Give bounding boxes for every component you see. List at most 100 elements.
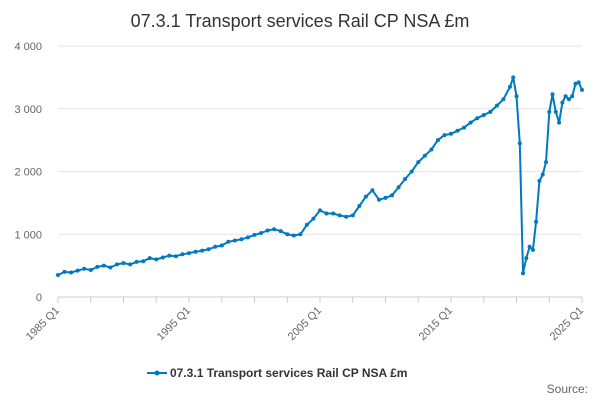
data-point[interactable] <box>449 131 453 136</box>
data-point[interactable] <box>82 266 87 271</box>
y-tick-label: 0 <box>36 292 42 304</box>
data-point[interactable] <box>141 259 146 264</box>
data-point[interactable] <box>501 97 506 102</box>
data-point[interactable] <box>324 211 329 216</box>
data-point[interactable] <box>573 81 578 86</box>
source-label[interactable]: Source: <box>547 382 588 396</box>
data-point[interactable] <box>115 262 119 267</box>
data-point[interactable] <box>563 94 568 99</box>
data-point[interactable] <box>370 188 375 193</box>
data-point[interactable] <box>462 125 467 130</box>
data-point[interactable] <box>534 219 539 224</box>
data-point[interactable] <box>403 177 408 181</box>
data-point[interactable] <box>547 109 552 114</box>
data-point[interactable] <box>213 244 218 249</box>
series-group <box>56 75 584 277</box>
data-point[interactable] <box>304 222 309 227</box>
data-point[interactable] <box>530 247 535 252</box>
data-point[interactable] <box>121 261 126 266</box>
data-point[interactable] <box>422 153 427 158</box>
data-point[interactable] <box>272 227 277 232</box>
data-point[interactable] <box>259 231 264 235</box>
data-point[interactable] <box>566 97 571 102</box>
data-point[interactable] <box>298 232 303 237</box>
data-point[interactable] <box>468 120 473 125</box>
data-point[interactable] <box>291 233 296 238</box>
data-point[interactable] <box>62 269 67 274</box>
y-tick-label: 2 000 <box>14 167 42 179</box>
y-tick-label: 3 000 <box>14 104 42 116</box>
data-point[interactable] <box>494 103 499 108</box>
data-point[interactable] <box>553 109 558 114</box>
data-point[interactable] <box>331 211 336 216</box>
data-point[interactable] <box>390 193 394 198</box>
data-point[interactable] <box>488 109 493 114</box>
data-point[interactable] <box>508 84 512 89</box>
data-point[interactable] <box>147 256 152 261</box>
data-point[interactable] <box>128 262 133 267</box>
data-point[interactable] <box>511 75 516 80</box>
data-point[interactable] <box>187 251 191 256</box>
data-point[interactable] <box>193 249 198 254</box>
data-point[interactable] <box>173 254 178 259</box>
data-point[interactable] <box>481 113 486 117</box>
data-point[interactable] <box>550 92 555 97</box>
legend[interactable]: 07.3.1 Transport services Rail CP NSA £m <box>147 366 407 380</box>
data-point[interactable] <box>337 213 342 218</box>
data-point[interactable] <box>265 228 270 233</box>
data-point[interactable] <box>560 100 565 105</box>
data-point[interactable] <box>357 204 362 208</box>
data-point[interactable] <box>540 172 545 177</box>
data-point[interactable] <box>544 160 548 165</box>
data-point[interactable] <box>69 270 74 275</box>
data-point[interactable] <box>311 216 316 221</box>
data-point[interactable] <box>134 259 139 264</box>
data-point[interactable] <box>206 247 211 252</box>
data-point[interactable] <box>108 265 113 270</box>
data-point[interactable] <box>383 195 388 200</box>
data-point[interactable] <box>475 116 480 121</box>
data-point[interactable] <box>442 133 447 138</box>
data-point[interactable] <box>435 138 440 143</box>
data-point[interactable] <box>409 169 414 174</box>
data-point[interactable] <box>318 208 322 213</box>
data-point[interactable] <box>252 232 257 237</box>
data-point[interactable] <box>285 232 290 237</box>
data-point[interactable] <box>363 194 368 199</box>
data-point[interactable] <box>219 243 224 248</box>
data-point[interactable] <box>455 128 460 133</box>
data-point[interactable] <box>154 257 159 262</box>
data-point[interactable] <box>200 248 205 253</box>
data-point[interactable] <box>537 178 542 183</box>
data-point[interactable] <box>245 235 250 240</box>
data-point[interactable] <box>350 213 355 218</box>
data-point[interactable] <box>88 268 93 272</box>
data-point[interactable] <box>570 94 575 99</box>
data-point[interactable] <box>232 238 237 243</box>
data-point[interactable] <box>56 273 60 277</box>
data-point[interactable] <box>239 237 244 242</box>
data-point[interactable] <box>101 263 106 268</box>
data-point[interactable] <box>344 214 349 219</box>
data-point[interactable] <box>180 252 185 257</box>
data-point[interactable] <box>580 87 584 92</box>
data-point[interactable] <box>527 244 532 249</box>
data-point[interactable] <box>278 229 283 234</box>
data-point[interactable] <box>160 255 165 260</box>
data-point[interactable] <box>396 185 401 190</box>
data-point[interactable] <box>416 160 421 165</box>
x-tick-label: 2015 Q1 <box>417 305 455 343</box>
data-point[interactable] <box>514 94 519 99</box>
data-point[interactable] <box>521 271 525 276</box>
data-point[interactable] <box>95 264 100 269</box>
data-point[interactable] <box>524 256 529 261</box>
data-point[interactable] <box>576 80 581 85</box>
data-point[interactable] <box>167 253 172 258</box>
data-point[interactable] <box>226 239 231 244</box>
data-point[interactable] <box>557 120 562 125</box>
data-point[interactable] <box>377 197 381 202</box>
x-tick-label: 1985 Q1 <box>24 305 62 343</box>
data-point[interactable] <box>517 141 522 146</box>
data-point[interactable] <box>429 147 434 152</box>
data-point[interactable] <box>75 268 80 273</box>
